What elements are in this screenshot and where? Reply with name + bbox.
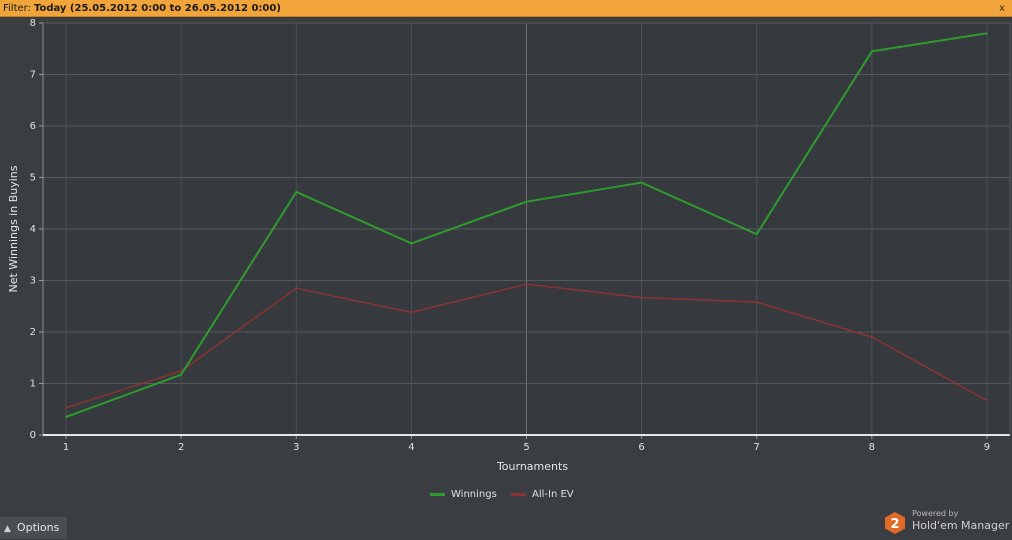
grid-layer [43,22,1010,435]
data-point [870,50,873,53]
y-tick-label: 2 [30,327,36,338]
data-point [180,370,183,373]
options-button[interactable]: ▲ Options [0,517,67,539]
chevron-up-icon: ▲ [4,524,11,534]
y-tick-label: 3 [30,276,36,287]
legend-label-all-in-ev: All-In EV [532,489,574,500]
data-point [525,283,528,286]
data-point [525,200,528,203]
y-tick-label: 6 [30,121,36,132]
data-point [986,32,988,35]
filter-value[interactable]: Today (25.05.2012 0:00 to 26.05.2012 0:0… [33,3,281,14]
close-icon[interactable]: x [999,3,1005,14]
y-axis-label: Net Winnings in Buyins [7,165,20,292]
x-tick-label: 8 [869,442,875,453]
x-tick-label: 9 [984,442,990,453]
filter-label: Filter: [3,3,31,14]
net-winnings-chart: 0 1 2 3 4 5 6 7 8 1 2 3 4 5 6 7 8 9 Tournaments Net Winning… [7,18,1011,500]
data-point [295,191,298,193]
y-tick-label: 5 [30,173,36,184]
y-tick-label: 4 [30,224,36,235]
filter-bar: Filter: Today (25.05.2012 0:00 to 26.05.2… [0,0,1012,17]
x-tick-label: 7 [754,442,760,453]
series-layer [65,32,988,418]
powered-by-logo: 2 Powered by Hold'em Manager [884,508,1010,536]
data-point [640,181,643,184]
x-tick-label: 5 [523,442,529,453]
data-point [870,336,873,339]
x-tick-label: 2 [178,442,184,453]
data-point [410,242,413,245]
data-point [755,301,758,304]
data-point [180,373,183,376]
chart-area: 0 1 2 3 4 5 6 7 8 1 2 3 4 5 6 7 8 9 Tournaments Net Winning… [0,18,1012,518]
data-point [755,233,758,236]
logo-text: 2 [890,517,899,532]
data-point [65,406,67,409]
powered-by-text: Powered by [912,509,959,518]
y-tick-label: 1 [30,379,36,390]
product-name: Hold'em Manager [912,519,1010,532]
y-tick-label: 0 [30,430,36,441]
data-point [295,287,298,290]
x-tick-label: 6 [638,442,644,453]
data-point [640,296,643,299]
legend: Winnings All-In EV [430,489,574,500]
x-axis-label: Tournaments [496,460,568,473]
options-label: Options [16,521,60,534]
x-tick-label: 1 [63,442,69,453]
y-tick-label: 7 [30,70,36,81]
label-layer: 0 1 2 3 4 5 6 7 8 1 2 3 4 5 6 7 8 9 Tournaments Net Winning… [7,18,990,473]
y-tick-label: 8 [30,18,36,29]
x-tick-label: 3 [293,442,299,453]
hem-logo-icon: 2 [885,512,905,534]
legend-swatch-winnings [430,493,445,496]
legend-label-winnings: Winnings [451,489,497,500]
legend-swatch-all-in-ev [511,493,526,496]
data-point [410,311,413,314]
data-point [65,416,67,418]
axis-layer [39,22,1011,439]
x-tick-label: 4 [408,442,414,453]
data-point [986,399,988,402]
